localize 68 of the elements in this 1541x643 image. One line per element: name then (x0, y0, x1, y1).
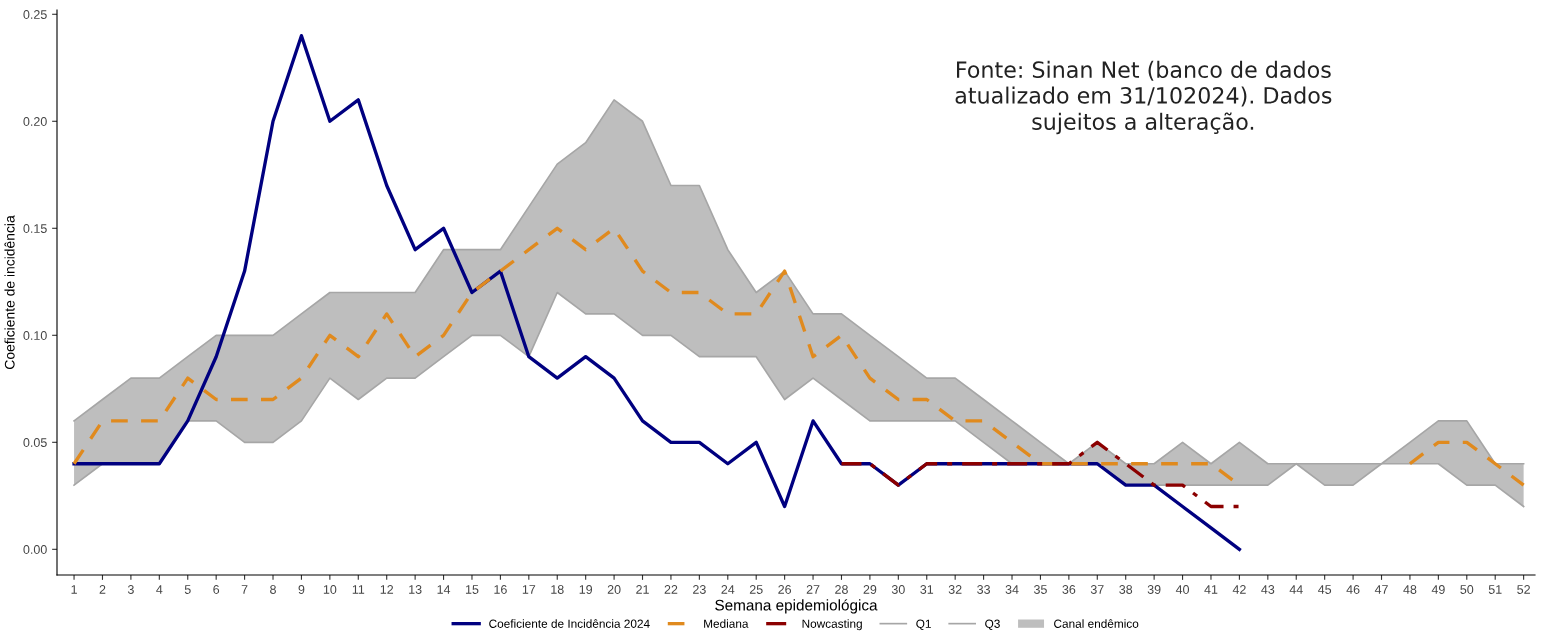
y-tick-label: 0.20 (23, 117, 47, 126)
line-series (839, 440, 1242, 509)
x-tick-label: 37 (1090, 585, 1104, 594)
x-tick-label: 12 (380, 585, 394, 594)
x-tick-label: 16 (494, 585, 507, 594)
x-tick-label: 38 (1119, 585, 1133, 594)
y-tick-label: 0.15 (23, 224, 47, 233)
x-tick-label: 8 (270, 585, 276, 594)
x-tick-label: 42 (1232, 585, 1246, 594)
x-tick-label: 50 (1460, 585, 1474, 594)
x-tick-label: 2 (99, 585, 106, 594)
x-tick-label: 15 (465, 585, 479, 594)
x-tick-label: 35 (1033, 585, 1047, 594)
x-tick-label: 9 (298, 585, 305, 594)
x-tick-label: 44 (1289, 585, 1303, 594)
x-tick-label: 28 (835, 585, 848, 594)
x-tick-label: 48 (1403, 585, 1417, 594)
x-tick-label: 26 (778, 585, 792, 594)
x-tick-label: 7 (241, 585, 248, 594)
x-tick-label: 18 (551, 585, 564, 594)
x-tick-label: 39 (1147, 585, 1161, 594)
y-axis-title: Coeficiente de incidência (4, 215, 15, 369)
x-tick-label: 41 (1204, 585, 1218, 594)
x-tick-label: 23 (693, 585, 706, 594)
legend-label: Nowcasting (802, 619, 862, 631)
legend-label: Coeficiente de Incidência 2024 (489, 619, 650, 628)
x-tick-label: 30 (891, 585, 905, 594)
x-tick-label: 32 (948, 585, 962, 594)
x-tick-label: 34 (1005, 585, 1019, 594)
x-tick-label: 6 (213, 585, 220, 594)
legend-label: Q3 (985, 619, 1000, 630)
y-tick-label: 0.05 (23, 438, 47, 447)
x-tick-label: 24 (721, 585, 735, 594)
x-tick-label: 21 (636, 585, 649, 594)
y-tick-label: 0.25 (23, 10, 47, 19)
x-tick-label: 25 (749, 585, 763, 594)
x-tick-label: 49 (1431, 585, 1445, 594)
x-tick-label: 19 (579, 585, 593, 594)
x-tick-label: 43 (1261, 585, 1275, 594)
x-tick-label: 45 (1318, 585, 1332, 594)
x-tick-label: 4 (156, 585, 163, 594)
x-tick-label: 22 (664, 585, 678, 594)
x-tick-label: 5 (184, 585, 191, 594)
x-tick-label: 10 (323, 585, 337, 594)
x-tick-label: 51 (1488, 585, 1502, 594)
x-tick-label: 29 (863, 585, 877, 594)
legend-label: Q1 (916, 619, 931, 630)
x-tick-label: 46 (1346, 585, 1360, 594)
x-tick-label: 3 (127, 585, 134, 594)
x-tick-label: 1 (71, 585, 77, 594)
x-tick-label: 52 (1517, 585, 1530, 594)
y-tick-label: 0.10 (23, 331, 47, 340)
x-tick-label: 31 (920, 585, 934, 594)
y-tick-label: 0.00 (23, 545, 47, 554)
x-tick-label: 20 (607, 585, 621, 594)
x-tick-label: 40 (1175, 585, 1190, 594)
x-tick-label: 36 (1062, 585, 1076, 594)
x-tick-label: 33 (977, 585, 990, 594)
x-tick-label: 11 (352, 585, 365, 594)
x-axis-title: Semana epidemiológica (715, 599, 878, 614)
x-tick-label: 13 (409, 585, 422, 594)
legend-label: Mediana (704, 619, 749, 628)
x-tick-label: 17 (522, 585, 536, 594)
text: Canal endêmico (1054, 619, 1139, 628)
x-tick-label: 47 (1374, 585, 1388, 594)
annotation: Fonte: Sinan Net (banco de dados atualizado em 31/102024). Dados sujeitos a alteração. (955, 60, 1332, 135)
x-tick-label: 14 (437, 585, 451, 594)
x-tick-label: 27 (806, 585, 820, 594)
